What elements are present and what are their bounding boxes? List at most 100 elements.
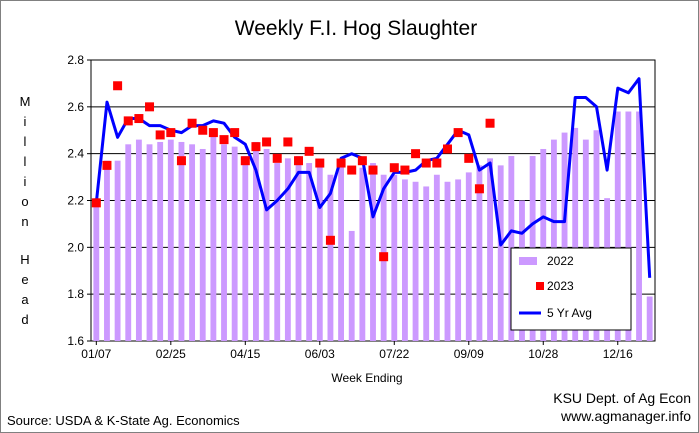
bar-2022 [338, 163, 345, 341]
marker-2023 [421, 158, 431, 168]
marker-2023 [474, 184, 484, 194]
marker-2023 [389, 163, 399, 173]
bar-2022 [284, 158, 291, 341]
marker-2023 [485, 118, 495, 128]
marker-2023 [113, 81, 123, 91]
x-tick-label: 07/22 [379, 347, 409, 361]
x-tick-label: 02/25 [156, 347, 186, 361]
legend: 2022 2023 5 Yr Avg [510, 247, 632, 331]
y-axis-label-char: a [21, 292, 29, 307]
y-tick-label: 1.8 [67, 287, 84, 301]
marker-2023 [198, 125, 208, 135]
y-axis-label-char: M [20, 94, 31, 109]
bar-2022 [263, 148, 270, 341]
marker-2023 [208, 128, 218, 138]
source-note: Source: USDA & K-State Ag. Economics [7, 413, 240, 428]
y-tick-label: 1.6 [67, 334, 84, 348]
marker-2023 [240, 156, 250, 166]
legend-swatch-2022 [519, 257, 537, 265]
marker-2023 [219, 135, 229, 145]
legend-marker-2023 [536, 282, 544, 290]
bar-2022 [114, 160, 121, 341]
marker-2023 [230, 128, 240, 138]
marker-2023 [304, 146, 314, 156]
bar-2022 [433, 174, 440, 341]
series-2023-markers [91, 81, 495, 262]
marker-2023 [368, 165, 378, 175]
bar-2022 [199, 148, 206, 341]
bar-2022 [93, 198, 100, 341]
bar-2022 [146, 144, 153, 341]
marker-2023 [453, 128, 463, 138]
bar-2022 [327, 174, 334, 341]
bar-2022 [455, 179, 462, 341]
y-axis-label-char: e [21, 272, 28, 287]
legend-label-5yr-avg: 5 Yr Avg [547, 306, 592, 320]
y-axis-label-char: i [24, 114, 27, 129]
marker-2023 [432, 158, 442, 168]
bar-2022 [625, 111, 632, 342]
marker-2023 [176, 156, 186, 166]
bar-2022 [253, 141, 259, 341]
y-tick-label: 2.0 [67, 240, 84, 254]
series-5yr-avg-line [94, 77, 652, 278]
bar-2022 [572, 127, 579, 342]
marker-2023 [166, 128, 176, 138]
legend-label-2023: 2023 [547, 279, 574, 293]
bar-2022 [540, 148, 547, 341]
marker-2023 [379, 252, 389, 262]
y-axis-label-char: l [24, 154, 27, 169]
marker-2023 [134, 114, 144, 124]
marker-2023 [400, 165, 410, 175]
y-axis-label-char: n [21, 214, 28, 229]
bar-2022 [221, 144, 227, 341]
line-5yr-avg [94, 77, 652, 278]
marker-2023 [464, 153, 474, 163]
bar-2022 [189, 144, 196, 341]
bar-2022 [646, 296, 653, 341]
marker-2023 [272, 153, 282, 163]
bar-2022 [231, 146, 238, 341]
marker-2023 [283, 137, 293, 147]
bar-2022 [104, 160, 110, 341]
y-tick-label: 2.6 [67, 100, 84, 114]
marker-2023 [123, 116, 133, 126]
x-axis-label: Week Ending [331, 371, 402, 385]
x-tick-label: 09/09 [454, 347, 484, 361]
marker-2023 [251, 142, 261, 152]
x-tick-label: 04/15 [230, 347, 260, 361]
marker-2023 [411, 149, 421, 159]
y-axis-label-char: o [21, 194, 28, 209]
marker-2023 [336, 158, 346, 168]
bar-2022 [497, 165, 504, 341]
bar-2022 [476, 165, 483, 341]
y-axis-label-char: l [24, 134, 27, 149]
y-tick-label: 2.4 [67, 147, 84, 161]
marker-2023 [315, 158, 325, 168]
bar-2022 [550, 139, 557, 341]
bar-2022 [465, 172, 472, 341]
bar-2022 [370, 163, 376, 341]
bar-2022 [157, 141, 164, 341]
bar-2022 [401, 179, 408, 341]
y-axis-label-char: i [24, 174, 27, 189]
marker-2023 [102, 160, 112, 170]
marker-2023 [325, 235, 335, 245]
x-tick-label: 12/16 [603, 347, 633, 361]
bar-2022 [444, 181, 451, 341]
x-tick-label: 06/03 [305, 347, 335, 361]
marker-2023 [347, 165, 357, 175]
bar-2022 [135, 139, 142, 341]
y-tick-label: 2.2 [67, 194, 84, 208]
bar-2022 [391, 174, 398, 341]
bar-2022 [295, 156, 302, 341]
x-axis-ticks: 01/07 02/25 04/15 06/03 07/22 09/09 10/28 12/16 [81, 341, 633, 361]
bar-2022 [242, 156, 249, 341]
bar-2022 [306, 163, 313, 341]
bar-2022 [348, 230, 355, 341]
bar-2022 [423, 186, 430, 341]
marker-2023 [145, 102, 155, 112]
